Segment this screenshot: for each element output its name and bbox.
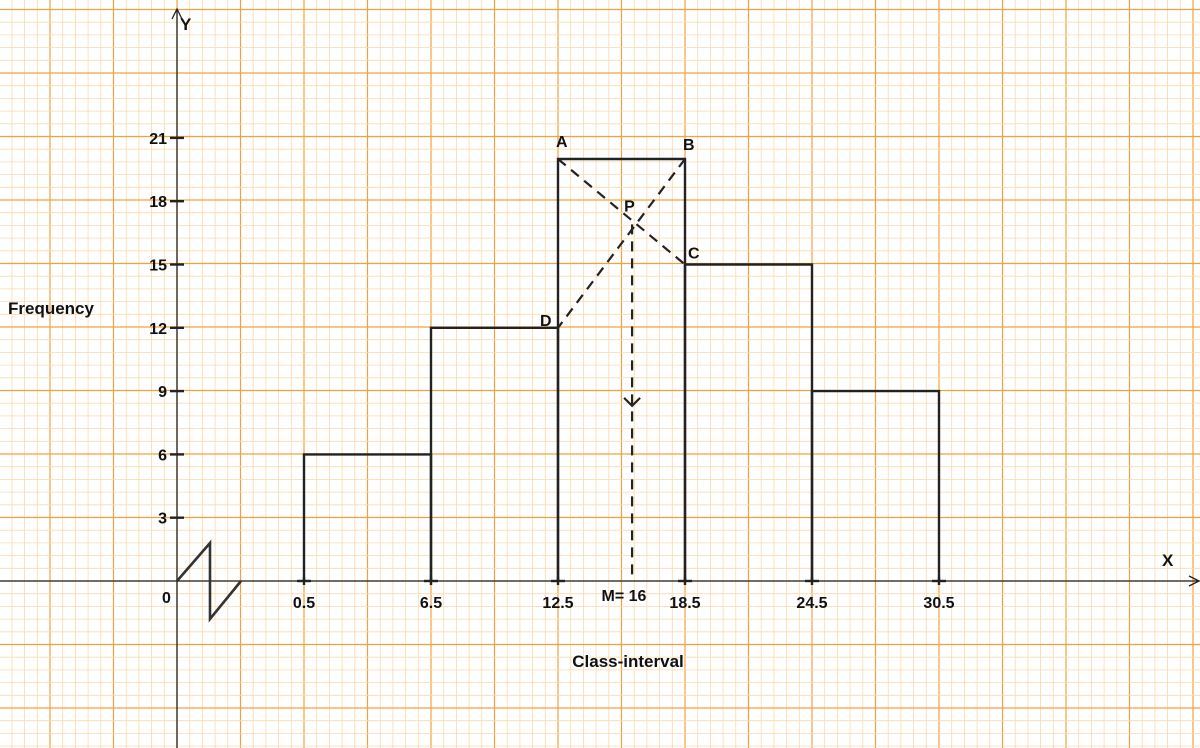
chart-labels: Y X 0 Frequency Class-interval M= 16 — [8, 15, 1174, 671]
x-tick-label: 6.5 — [420, 595, 442, 612]
point-label-b: B — [683, 137, 695, 154]
point-label-d: D — [540, 313, 552, 330]
x-axis-label: Class-interval — [572, 652, 684, 671]
x-tick-label: 18.5 — [669, 595, 700, 612]
point-label-p: P — [624, 198, 635, 215]
mode-arrowhead — [623, 397, 641, 408]
y-tick-label: 9 — [158, 384, 167, 401]
y-tick-label: 3 — [158, 511, 167, 528]
y-tick-label: 18 — [149, 194, 167, 211]
y-tick-label: 12 — [149, 321, 167, 338]
origin-label: 0 — [162, 590, 171, 607]
mode-construction: A B C D P — [540, 134, 700, 577]
y-tick-label: 15 — [149, 258, 167, 275]
y-axis-name: Y — [180, 15, 192, 34]
dashed-diagonal — [557, 158, 686, 266]
x-axis-name: X — [1162, 551, 1174, 570]
y-tick-label: 6 — [158, 447, 167, 464]
x-tick-label: 0.5 — [293, 595, 315, 612]
histogram-bars — [302, 157, 941, 581]
y-axis-arrow — [171, 7, 183, 20]
mode-label: M= 16 — [602, 588, 647, 605]
dashed-diagonal — [557, 158, 686, 329]
y-axis-label: Frequency — [8, 299, 95, 318]
x-tick-label: 24.5 — [796, 595, 827, 612]
x-tick-label: 30.5 — [923, 595, 954, 612]
histogram-bar — [810, 389, 941, 581]
y-tick-label: 21 — [149, 131, 167, 148]
x-axis-break-zigzag — [176, 539, 243, 623]
x-axis-arrow — [1188, 575, 1200, 587]
x-tick-label: 12.5 — [542, 595, 573, 612]
axes: 3 6 9 12 15 18 21 0.5 6.5 12.5 18.5 24.5 30.5 — [0, 7, 1200, 748]
point-label-a: A — [556, 134, 568, 151]
point-label-c: C — [688, 246, 700, 263]
